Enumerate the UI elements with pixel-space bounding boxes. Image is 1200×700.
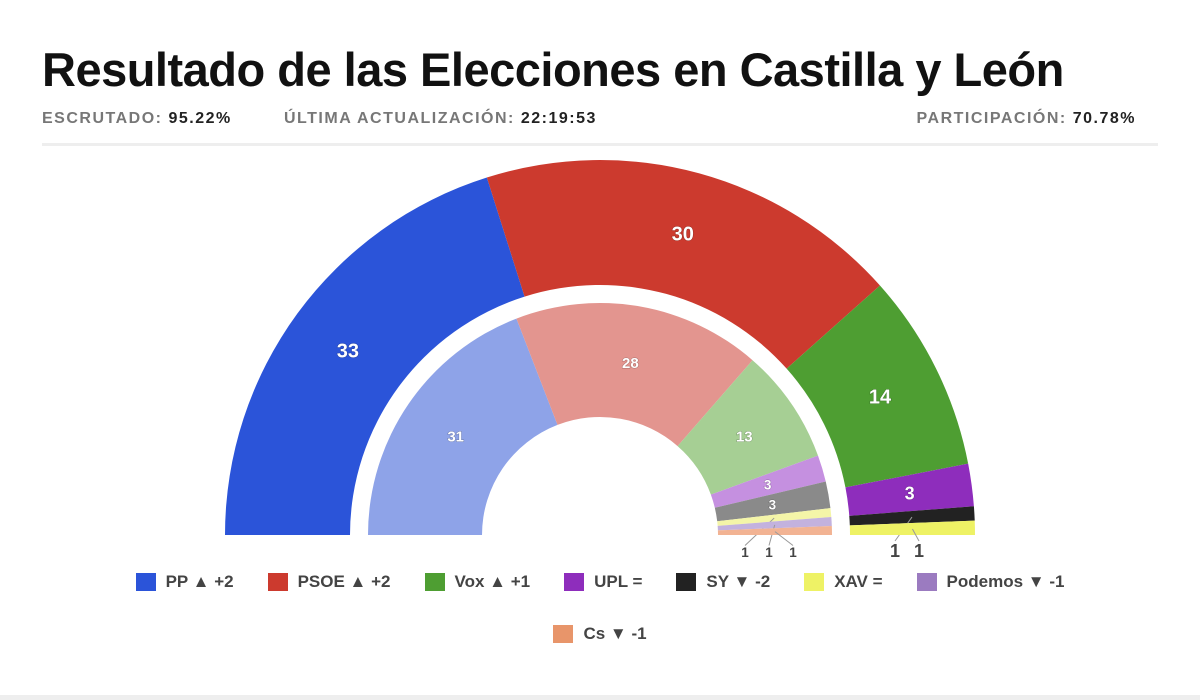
participacion-stat: PARTICIPACIÓN: 70.78%	[917, 110, 1136, 128]
outer-label-pp: 33	[337, 340, 359, 362]
inner-slice-vox	[677, 360, 819, 495]
inner-label-podemos: 1	[765, 545, 773, 560]
inner-slice-upl	[710, 455, 826, 508]
legend-item-pp: PP ▲ +2	[135, 572, 234, 592]
inner-label-sy: 3	[769, 497, 777, 512]
legend-label: PP ▲ +2	[165, 572, 234, 591]
inner-label-upl: 3	[764, 478, 772, 493]
legend-label: UPL =	[594, 572, 643, 591]
outer-label-sy: 1	[890, 541, 900, 561]
inner-slice-podemos	[717, 517, 832, 531]
inner-label-cs: 1	[789, 545, 797, 560]
legend-item-vox: Vox ▲ +1	[424, 572, 531, 592]
inner-label-vox: 13	[736, 428, 753, 445]
legend-item-podemos: Podemos ▼ -1	[916, 572, 1065, 592]
legend-swatch	[135, 573, 156, 591]
participacion-label: PARTICIPACIÓN:	[916, 110, 1067, 127]
actualizacion-stat: ÚLTIMA ACTUALIZACIÓN: 22:19:53	[284, 110, 597, 128]
legend: PP ▲ +2 PSOE ▲ +2 Vox ▲ +1 UPL = SY ▼ -2 XAV …	[0, 572, 1200, 592]
legend-swatch	[424, 573, 445, 591]
legend-swatch	[804, 573, 825, 591]
legend-label: PSOE ▲ +2	[297, 572, 391, 591]
legend-row-2: Cs ▼ -1	[0, 624, 1200, 644]
escrutado-stat: ESCRUTADO: 95.22%	[42, 110, 232, 128]
legend-item-xav: XAV =	[804, 572, 883, 592]
inner-label-psoe: 28	[622, 355, 639, 372]
page-title: Resultado de las Elecciones en Castilla …	[42, 43, 1064, 96]
legend-swatch	[676, 573, 697, 591]
footer-bar	[0, 695, 1200, 700]
legend-swatch	[916, 573, 937, 591]
legend-item-psoe: PSOE ▲ +2	[267, 572, 391, 592]
inner-slice-cs	[717, 526, 832, 535]
legend-item-upl: UPL =	[564, 572, 642, 592]
inner-label-pp: 31	[447, 428, 464, 445]
inner-slice-xav	[717, 508, 832, 526]
legend-swatch	[564, 573, 585, 591]
escrutado-label: ESCRUTADO:	[42, 110, 163, 127]
outer-slice-vox	[786, 285, 969, 488]
legend-item-sy: SY ▼ -2	[676, 572, 770, 592]
legend-label: Vox ▲ +1	[454, 572, 531, 591]
actualizacion-label: ÚLTIMA ACTUALIZACIÓN:	[284, 110, 515, 127]
legend-swatch	[267, 573, 288, 591]
inner-label-xav: 1	[741, 545, 749, 560]
legend-label: SY ▼ -2	[706, 572, 771, 591]
legend-item-cs: Cs ▼ -1	[553, 624, 647, 644]
inner-slice-pp	[368, 318, 558, 535]
legend-label: Cs ▼ -1	[583, 624, 647, 643]
outer-label-psoe: 30	[672, 224, 694, 246]
outer-label-xav: 1	[914, 541, 924, 561]
outer-slice-pp	[225, 177, 525, 535]
actualizacion-value: 22:19:53	[520, 110, 597, 127]
participacion-value: 70.78%	[1072, 110, 1136, 127]
inner-leader-cs	[774, 531, 794, 546]
legend-swatch	[553, 625, 574, 643]
outer-label-vox: 14	[869, 386, 892, 408]
outer-slice-upl	[845, 463, 974, 516]
legend-label: XAV =	[834, 572, 883, 591]
outer-slice-sy	[849, 506, 975, 526]
legend-label: Podemos ▼ -1	[946, 572, 1065, 591]
outer-leader-xav	[912, 528, 920, 542]
escrutado-value: 95.22%	[168, 110, 232, 127]
inner-slice-sy	[714, 481, 831, 522]
inner-slice-psoe	[516, 303, 753, 447]
outer-slice-xav	[849, 520, 975, 535]
outer-label-upl: 3	[905, 484, 915, 504]
divider	[42, 143, 1158, 146]
outer-slice-psoe	[486, 160, 880, 369]
